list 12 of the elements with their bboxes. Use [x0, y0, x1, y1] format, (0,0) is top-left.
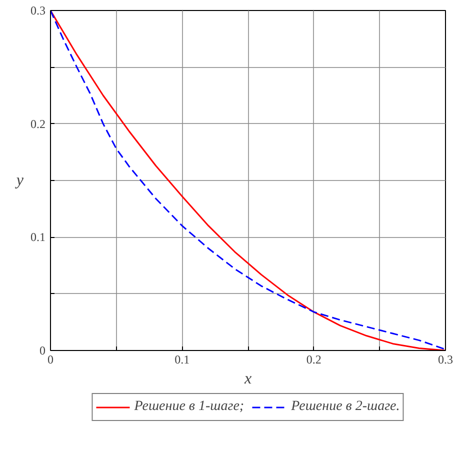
x-tick-label: 0.2 [306, 352, 322, 366]
x-tick-label: 0.1 [174, 352, 190, 366]
line-series [50, 10, 446, 350]
y-axis-title: y [14, 172, 24, 189]
y-tick-label: 0.1 [30, 230, 46, 244]
y-tick-label: 0.2 [30, 116, 46, 131]
x-axis-title: x [243, 370, 252, 388]
y-tick-label: 0.3 [30, 4, 46, 18]
y-tick-label: 0 [40, 344, 46, 358]
legend-label: Решение в 1-шаге; [134, 399, 244, 415]
legend-label: Решение в 2-шаге. [291, 399, 400, 415]
x-tick-label: 0.3 [438, 352, 453, 366]
